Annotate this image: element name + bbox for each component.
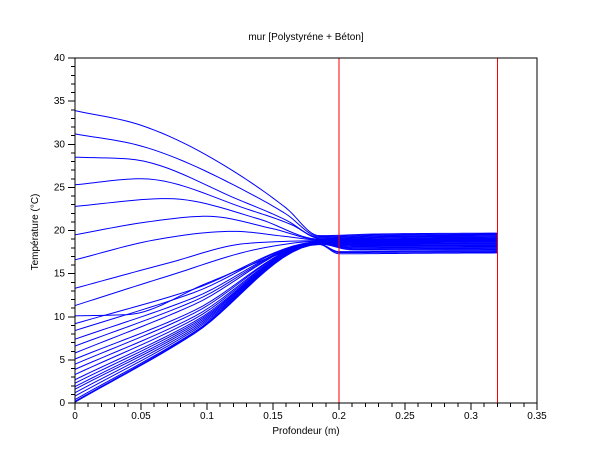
x-tick-label: 0.1 [200,411,214,422]
y-tick-label: 10 [54,312,66,323]
chart-title: mur [Polystyréne + Béton] [248,32,364,43]
x-tick-label: 0.35 [527,411,547,422]
y-tick-label: 40 [54,53,66,64]
temperature-profile [74,110,498,237]
temperature-profile [74,241,498,354]
temperature-profile [74,133,498,238]
temperature-profile [74,198,498,240]
temperature-profile [74,215,498,241]
temperature-profile [74,156,498,238]
x-tick-label: 0.25 [395,411,415,422]
temperature-profile [74,241,498,360]
temperature-profile [74,243,498,402]
y-tick-label: 30 [54,139,66,150]
y-tick-label: 25 [54,182,66,193]
y-tick-label: 0 [59,398,65,409]
x-axis-label: Profondeur (m) [272,426,340,437]
x-tick-label: 0.3 [464,411,478,422]
x-tick-label: 0.05 [131,411,151,422]
y-tick-label: 35 [54,96,66,107]
temperature-profile [74,243,498,397]
y-tick-label: 15 [54,269,66,280]
y-tick-label: 5 [59,355,65,366]
temperature-profile [74,243,498,403]
x-tick-label: 0 [72,411,78,422]
x-tick-label: 0.2 [332,411,346,422]
x-tick-label: 0.15 [263,411,283,422]
temperature-profile [74,240,498,347]
temperature-profile [74,243,498,400]
y-tick-label: 20 [54,226,66,237]
